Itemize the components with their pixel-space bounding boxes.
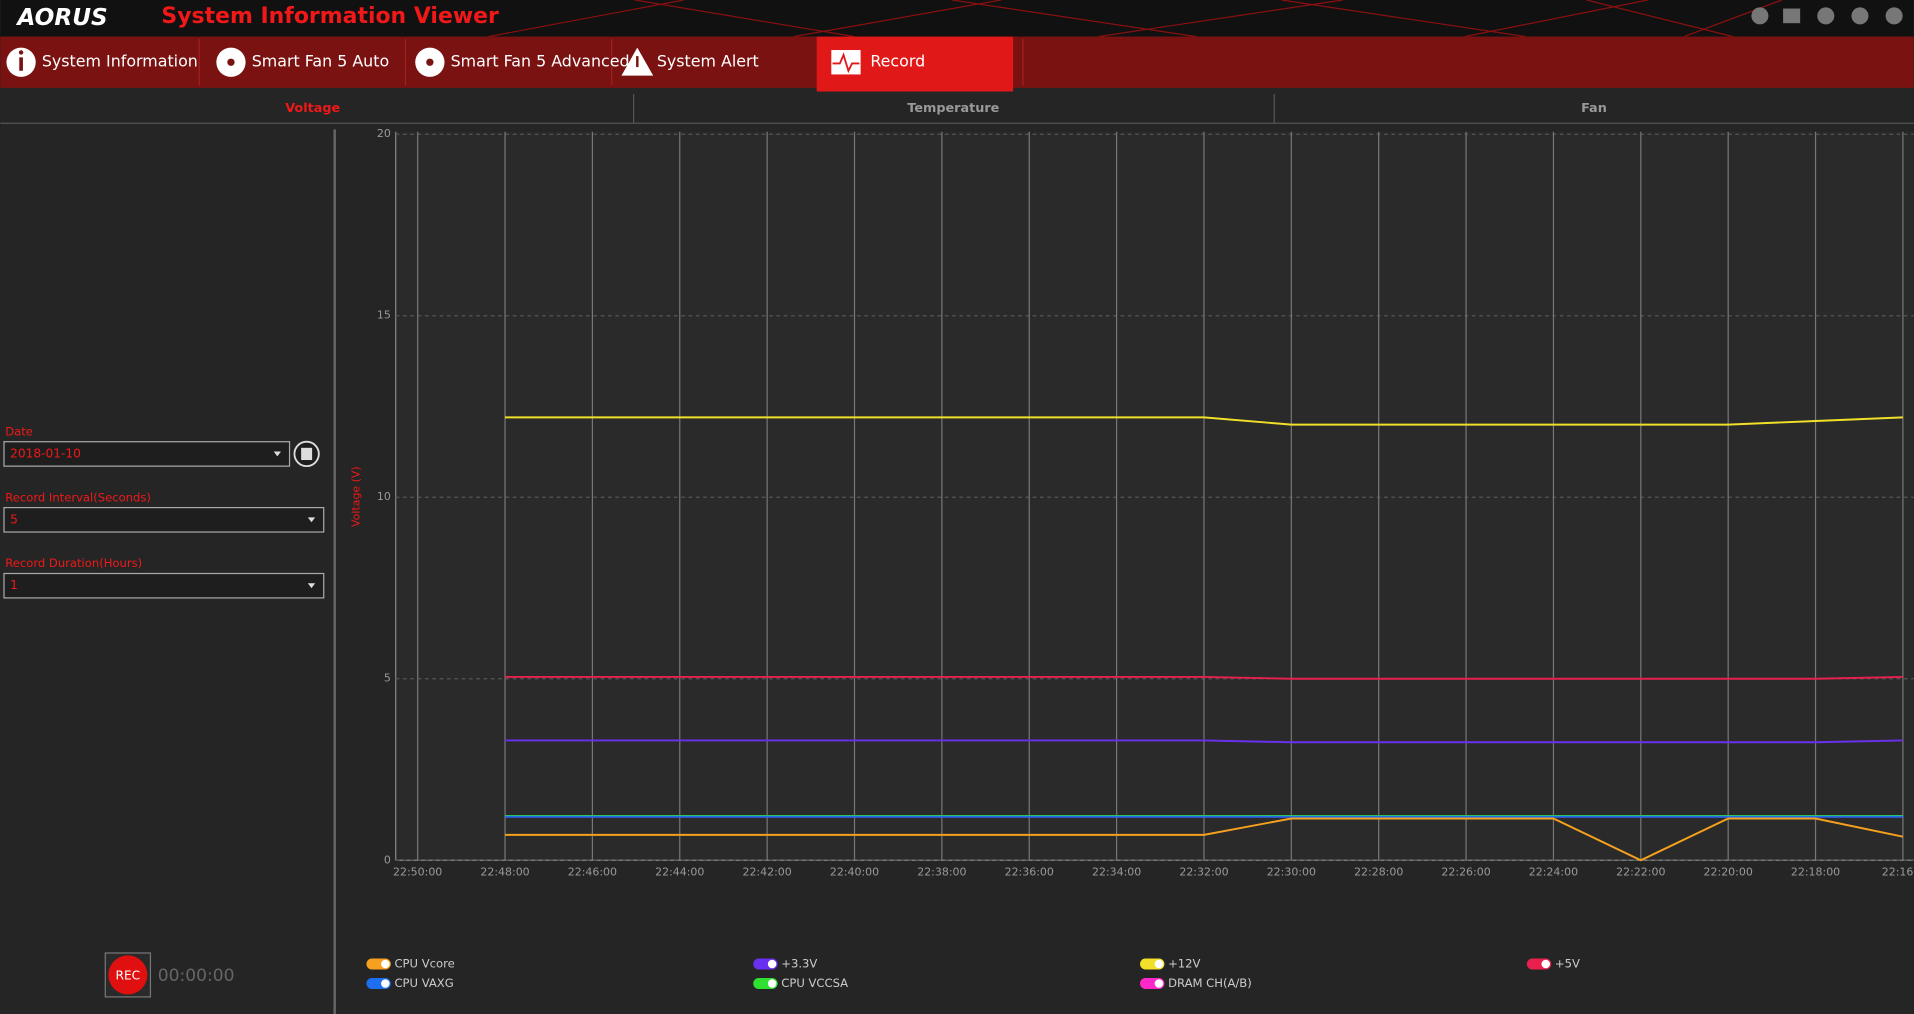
close-button[interactable] (1885, 7, 1903, 25)
tab[interactable]: Smart Fan 5 Auto (252, 52, 389, 71)
date-value: 2018-01-10 (10, 446, 81, 460)
x-tick-label: 22:20:00 (1704, 865, 1753, 878)
tab-icons (6, 47, 861, 77)
logo: AORUS (15, 4, 107, 31)
app-title: System Information Viewer (161, 4, 499, 29)
legend-label: CPU VAXG (394, 976, 453, 990)
series-line (505, 675, 1903, 680)
x-tick-label: 22:28:00 (1354, 865, 1403, 878)
legend-label: CPU VCCSA (781, 976, 848, 990)
legend-label: +3.3V (781, 956, 817, 970)
legend-knob (1154, 959, 1164, 969)
subtab[interactable]: Fan (1581, 101, 1607, 116)
x-tick-label: 22:16:0 (1882, 865, 1914, 878)
settings-button[interactable] (1751, 7, 1769, 25)
tab-dividers (198, 39, 1024, 86)
tab[interactable]: System Information (42, 52, 198, 71)
legend-knob (767, 959, 777, 969)
x-tick-label: 22:30:00 (1267, 865, 1316, 878)
legend-label: +12V (1168, 956, 1200, 970)
x-tick-label: 22:36:00 (1005, 865, 1054, 878)
x-tick-label: 22:44:00 (655, 865, 704, 878)
x-tick-label: 22:18:00 (1791, 865, 1840, 878)
interval-value: 5 (10, 512, 18, 526)
duration-value: 1 (10, 578, 18, 592)
restore-button[interactable] (1851, 7, 1869, 25)
plot-area (395, 131, 1914, 861)
rec-label: REC (116, 969, 141, 983)
x-tick-label: 22:50:00 (393, 865, 442, 878)
series-line (505, 817, 1904, 862)
x-tick-label: 22:40:00 (830, 865, 879, 878)
timer: 00:00:00 (158, 966, 235, 986)
x-tick-label: 22:24:00 (1529, 865, 1578, 878)
y-tick-label: 5 (384, 672, 391, 685)
x-tick-label: 22:26:00 (1441, 865, 1490, 878)
field-label: Record Duration(Hours) (5, 556, 142, 570)
field-label: Record Interval(Seconds) (5, 490, 151, 504)
window-controls (1751, 7, 1903, 25)
x-tick-label: 22:46:00 (568, 865, 617, 878)
y-tick-label: 0 (384, 853, 391, 866)
chart: 0 5 10 15 20 22:50:00 22:48:00 22:46:00 22:44:00… (377, 127, 1914, 878)
tab[interactable]: Smart Fan 5 Advanced (451, 52, 630, 71)
menu-button[interactable] (1783, 8, 1801, 24)
x-tick-label: 22:38:00 (917, 865, 966, 878)
legend-knob (767, 979, 777, 988)
x-tick-label: 22:34:00 (1092, 865, 1141, 878)
legend-knob (381, 959, 390, 969)
y-tick-label: 20 (377, 127, 391, 140)
x-tick-label: 22:48:00 (480, 865, 529, 878)
series-line (505, 739, 1903, 744)
legend-label: CPU Vcore (394, 956, 454, 970)
subtab-lines (0, 93, 1914, 124)
duration-dropdown[interactable] (3, 572, 325, 599)
series-line (505, 416, 1903, 426)
y-tick-label: 15 (377, 309, 391, 322)
rec-button[interactable] (108, 955, 148, 995)
tab[interactable]: Record (870, 52, 925, 71)
trash-icon (301, 447, 313, 461)
interval-dropdown[interactable] (3, 507, 325, 533)
x-tick-label: 22:22:00 (1616, 865, 1665, 878)
title-bar (0, 0, 1914, 37)
legend-label: DRAM CH(A/B) (1168, 976, 1252, 990)
date-dropdown[interactable] (3, 441, 291, 467)
legend-knob (1541, 959, 1551, 969)
y-axis-label: Voltage (V) (350, 466, 363, 527)
minimize-button[interactable] (1817, 7, 1835, 25)
field-label: Date (5, 424, 33, 438)
legend-label: +5V (1555, 956, 1580, 970)
subtab[interactable]: Temperature (907, 101, 999, 116)
legend-knob (1154, 979, 1164, 988)
legend-knob (381, 979, 390, 988)
x-tick-label: 22:32:00 (1179, 865, 1228, 878)
dropdown-arrows (273, 451, 316, 589)
header-pattern (488, 0, 1783, 38)
subtab[interactable]: Voltage (285, 101, 340, 116)
y-tick-label: 10 (377, 490, 391, 503)
x-tick-label: 22:42:00 (743, 865, 792, 878)
tab[interactable]: System Alert (657, 52, 759, 71)
